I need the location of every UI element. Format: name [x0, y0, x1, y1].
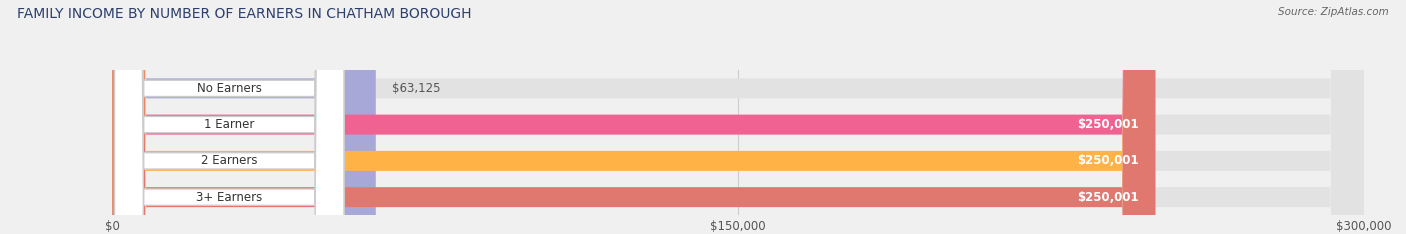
Text: $250,001: $250,001 [1077, 191, 1139, 204]
FancyBboxPatch shape [112, 0, 1364, 234]
FancyBboxPatch shape [112, 0, 1156, 234]
FancyBboxPatch shape [112, 0, 1364, 234]
FancyBboxPatch shape [112, 0, 1364, 234]
Text: Source: ZipAtlas.com: Source: ZipAtlas.com [1278, 7, 1389, 17]
FancyBboxPatch shape [114, 0, 344, 234]
FancyBboxPatch shape [114, 0, 344, 234]
FancyBboxPatch shape [112, 0, 1156, 234]
Text: $250,001: $250,001 [1077, 118, 1139, 131]
FancyBboxPatch shape [114, 0, 344, 234]
FancyBboxPatch shape [112, 0, 1364, 234]
Text: 3+ Earners: 3+ Earners [197, 191, 263, 204]
Text: No Earners: No Earners [197, 82, 262, 95]
Text: 1 Earner: 1 Earner [204, 118, 254, 131]
Text: $63,125: $63,125 [392, 82, 441, 95]
Text: FAMILY INCOME BY NUMBER OF EARNERS IN CHATHAM BOROUGH: FAMILY INCOME BY NUMBER OF EARNERS IN CH… [17, 7, 471, 21]
FancyBboxPatch shape [112, 0, 1156, 234]
Text: 2 Earners: 2 Earners [201, 154, 257, 167]
FancyBboxPatch shape [114, 0, 344, 234]
FancyBboxPatch shape [112, 0, 375, 234]
Text: $250,001: $250,001 [1077, 154, 1139, 167]
